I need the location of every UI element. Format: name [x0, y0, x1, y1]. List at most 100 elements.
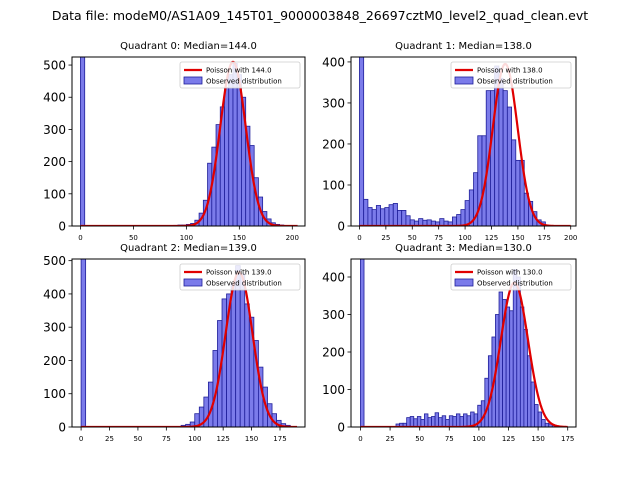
- histogram-bar: [376, 205, 380, 226]
- legend-bar-swatch: [455, 279, 473, 286]
- histogram-bar: [524, 330, 528, 428]
- x-tick-label: 75: [445, 435, 454, 443]
- y-tick-label: 300: [322, 308, 345, 322]
- x-tick-label: 25: [386, 435, 395, 443]
- legend-label-observed: Observed distribution: [477, 280, 553, 288]
- y-tick-label: 100: [43, 187, 66, 201]
- histogram-bar: [449, 416, 453, 427]
- histogram-bar: [389, 205, 393, 226]
- x-tick-label: 175: [273, 435, 286, 443]
- histogram-bar: [432, 417, 436, 428]
- y-tick-label: 400: [43, 91, 66, 105]
- x-tick-label: 100: [188, 435, 201, 443]
- histogram-bar: [435, 413, 439, 427]
- x-tick-label: 175: [538, 234, 551, 242]
- histogram-bar: [464, 414, 468, 427]
- y-tick-label: 100: [322, 178, 345, 192]
- panel-title: Quadrant 2: Median=139.0: [120, 243, 257, 254]
- y-tick-label: 400: [322, 271, 345, 285]
- y-tick-label: 100: [322, 383, 345, 397]
- histogram-bar: [424, 414, 428, 427]
- x-tick-label: 125: [485, 234, 498, 242]
- legend-label-observed: Observed distribution: [477, 78, 553, 86]
- legend-label-observed: Observed distribution: [206, 280, 282, 288]
- y-tick-label: 200: [322, 346, 345, 360]
- histogram-bar: [407, 418, 411, 427]
- legend-label-poisson: Poisson with 144.0: [206, 67, 272, 75]
- panel-quadrant-2: 0 25 50 75 100 125 150 175 0 100 200 300 400 500 Quadr…: [43, 243, 305, 443]
- panel-quadrant-3: 0 25 50 75 100 125 150 175 0 100 200 300 400 Quadrant…: [322, 243, 576, 443]
- y-tick-label: 0: [337, 220, 345, 234]
- histogram-bar: [457, 215, 461, 226]
- legend-bar-swatch: [184, 77, 202, 84]
- histogram-bar: [406, 216, 410, 226]
- histogram-bar: [417, 417, 421, 428]
- figure-suptitle: Data file: modeM0/AS1A09_145T01_90000038…: [52, 8, 588, 23]
- y-tick-label: 400: [43, 287, 66, 301]
- histogram-bar: [225, 88, 229, 226]
- histogram-bar: [419, 219, 423, 226]
- y-tick-label: 300: [43, 321, 66, 335]
- histogram-bar: [506, 307, 510, 427]
- histogram-bar: [538, 412, 542, 427]
- legend: Poisson with 130.0Observed distribution: [451, 264, 571, 290]
- histogram-bar: [460, 417, 464, 428]
- x-tick-label: 200: [286, 234, 299, 242]
- histogram-bar: [372, 210, 376, 226]
- histogram-bar: [421, 420, 425, 428]
- panel-quadrant-1: 0 25 50 75 100 125 150 175 2000100200300400Quadr…: [322, 41, 577, 242]
- histogram-bar: [513, 270, 517, 428]
- histogram-bar: [545, 423, 549, 427]
- x-tick-label: 175: [561, 435, 574, 443]
- legend: Poisson with 138.0 Observed distribution: [451, 62, 571, 88]
- x-tick-label: 125: [502, 435, 515, 443]
- x-tick-label: 0: [358, 435, 362, 443]
- histogram-bar: [240, 274, 245, 427]
- x-tick-label: 75: [434, 234, 443, 242]
- panel-title: Quadrant 1: Median=138.0: [395, 41, 532, 52]
- x-tick-label: 0: [78, 234, 82, 242]
- legend: Poisson with 139.0Observed distribution: [180, 264, 300, 290]
- panel-quadrant-0: 0 50 100 150 200 0 100 200 300 400 500 Quadrant 0: …: [43, 41, 305, 242]
- x-tick-label: 150: [245, 435, 258, 443]
- x-tick-label: 150: [531, 435, 544, 443]
- y-tick-label: 100: [43, 387, 66, 401]
- x-tick-label: 100: [472, 435, 485, 443]
- y-tick-label: 200: [43, 354, 66, 368]
- legend: Poisson with 144.0 Observed distribution: [180, 62, 300, 88]
- x-tick-label: 150: [233, 234, 246, 242]
- x-tick-label: 50: [133, 435, 142, 443]
- histogram-bar: [368, 208, 372, 226]
- x-tick-label: 50: [129, 234, 138, 242]
- histogram-bar: [80, 57, 84, 226]
- histogram-bar: [428, 418, 432, 427]
- x-tick-label: 0: [79, 435, 83, 443]
- y-tick-label: 0: [58, 220, 66, 234]
- x-tick-label: 200: [564, 234, 577, 242]
- legend-label-observed: Observed distribution: [206, 78, 282, 86]
- histogram-bar: [507, 107, 511, 226]
- x-tick-label: 75: [162, 435, 171, 443]
- histogram-bar: [510, 311, 514, 427]
- histogram-bar: [229, 75, 233, 226]
- histogram-bar: [440, 219, 444, 226]
- x-tick-label: 50: [415, 435, 424, 443]
- x-tick-label: 125: [216, 435, 229, 443]
- histogram-bar: [231, 284, 236, 427]
- histogram-bar: [452, 217, 456, 226]
- y-tick-label: 500: [43, 254, 66, 268]
- histogram-bar: [439, 418, 443, 427]
- histogram-bar: [520, 307, 524, 427]
- poisson-curve: [81, 272, 297, 427]
- histogram-bar: [535, 405, 539, 428]
- histogram-bar: [410, 417, 414, 428]
- histogram-bar: [453, 417, 457, 428]
- y-tick-label: 300: [322, 96, 345, 110]
- histogram-bar: [81, 259, 86, 427]
- histogram-bar: [542, 420, 546, 428]
- figure-canvas: Data file: modeM0/AS1A09_145T01_90000038…: [0, 0, 640, 480]
- x-tick-label: 100: [180, 234, 193, 242]
- histogram-bar: [461, 210, 465, 226]
- y-tick-label: 300: [43, 123, 66, 137]
- y-tick-label: 200: [43, 155, 66, 169]
